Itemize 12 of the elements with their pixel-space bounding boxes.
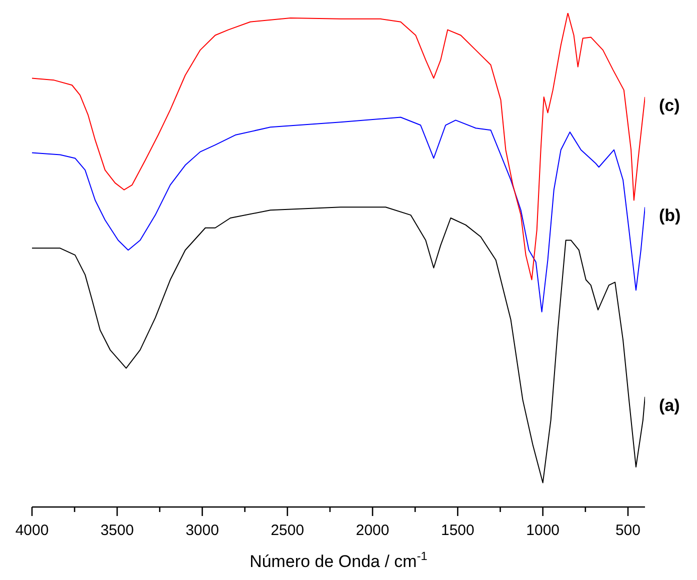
x-tick-label: 2000 xyxy=(356,522,390,539)
series-label: (a) xyxy=(659,396,680,415)
series-label: (c) xyxy=(659,96,680,115)
x-tick-label: 4000 xyxy=(15,522,49,539)
x-tick-label: 500 xyxy=(615,522,640,539)
x-axis-title: Número de Onda / cm$^{-1}$ xyxy=(250,549,428,571)
x-tick-label: 2500 xyxy=(270,522,304,539)
x-tick-label: 3000 xyxy=(186,522,219,539)
series-label: (b) xyxy=(659,206,681,226)
x-tick-label: 3500 xyxy=(100,522,134,539)
x-tick-label: 1500 xyxy=(441,522,474,539)
x-tick-label: 1000 xyxy=(526,522,560,539)
